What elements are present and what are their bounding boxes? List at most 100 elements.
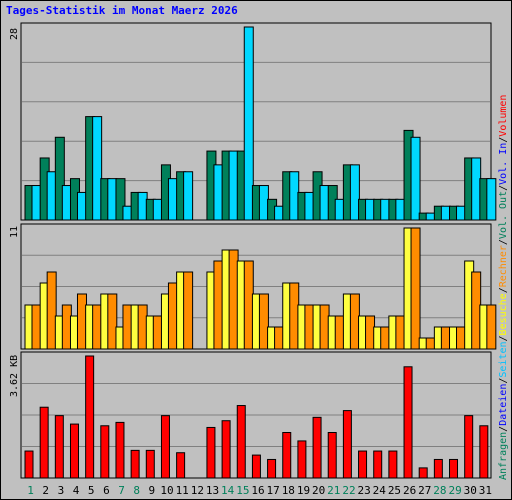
bar-rechner-31 [486,304,497,350]
bar-volumen-10 [160,415,170,479]
bar-volumen-8 [130,449,140,479]
bar-rechner-6 [107,293,118,350]
x-tick-label: 13 [206,484,219,497]
bar-rechner-24 [380,326,391,350]
bar-dateien-8 [137,191,148,221]
x-tick-label: 18 [282,484,295,497]
bar-dateien-1 [31,185,42,221]
x-tick-label: 5 [88,484,95,497]
bar-rechner-29 [456,326,467,350]
x-tick-label: 8 [133,484,140,497]
bar-dateien-19 [304,191,315,221]
bar-dateien-24 [380,198,391,221]
bar-dateien-30 [471,157,482,221]
legend-besuche: Besuche [498,293,509,336]
bar-volumen-9 [145,449,155,479]
x-tick-label: 7 [118,484,125,497]
bar-dateien-11 [183,171,194,221]
legend-vol-in: Vol. In [498,142,509,185]
bar-dateien-14 [228,150,239,221]
bar-volumen-5 [85,355,95,479]
bar-volumen-31 [479,425,489,479]
bar-rechner-8 [137,304,148,350]
bar-dateien-28 [440,205,451,221]
y-max-label-top: 28 [9,27,20,40]
bar-dateien-15 [243,26,254,221]
x-tick-label: 27 [418,484,431,497]
x-tick-label: 14 [221,484,235,497]
bar-volumen-27 [418,467,428,479]
bar-volumen-20 [312,416,322,479]
bar-volumen-19 [297,440,307,479]
bar-dateien-13 [213,164,224,221]
x-tick-label: 12 [191,484,204,497]
bar-rechner-14 [228,249,239,350]
x-tick-label: 10 [160,484,173,497]
bar-rechner-11 [183,271,194,350]
bar-dateien-7 [122,205,133,221]
x-tick-label: 26 [403,484,416,497]
x-tick-label: 16 [251,484,264,497]
bar-rechner-10 [167,282,178,350]
bar-volumen-22 [342,410,352,479]
bar-dateien-31 [486,178,497,221]
x-tick-label: 19 [297,484,310,497]
bar-rechner-7 [122,304,133,350]
y-max-label-bottom: 3.62 KB [9,354,20,397]
bar-rechner-21 [334,315,345,350]
bar-volumen-25 [388,450,398,479]
chart-title: Tages-Statistik im Monat Maerz 2026 [6,4,238,17]
legend-rechner: Rechner [498,245,509,288]
bar-volumen-28 [433,458,443,479]
bar-volumen-13 [206,426,216,479]
bar-dateien-23 [365,198,376,221]
bar-volumen-26 [403,366,413,479]
x-tick-label: 24 [373,484,387,497]
bar-rechner-18 [289,282,300,350]
bar-volumen-24 [373,450,383,479]
bar-rechner-26 [410,227,421,350]
bar-volumen-14 [221,420,231,479]
bar-rechner-22 [349,293,360,350]
bar-dateien-20 [319,185,330,221]
bar-rechner-19 [304,304,315,350]
bar-rechner-20 [319,304,330,350]
bar-rechner-30 [471,271,482,350]
bar-volumen-21 [327,432,337,479]
bar-dateien-9 [152,198,163,221]
x-tick-label: 4 [73,484,80,497]
bar-dateien-10 [167,178,178,221]
bar-dateien-16 [258,185,269,221]
bar-rechner-16 [258,293,269,350]
x-tick-label: 25 [388,484,401,497]
legend-vol-out: Vol. Out [498,190,509,240]
bar-volumen-4 [69,423,79,479]
x-tick-label: 31 [479,484,492,497]
bar-anfragen-7 [115,178,126,221]
bar-volumen-16 [251,454,261,479]
bar-rechner-4 [76,293,87,350]
legend-seiten: Seiten [498,341,509,378]
bar-volumen-15 [236,405,246,479]
legend-anfragen: Anfragen [498,431,509,480]
x-tick-label: 9 [149,484,156,497]
bar-volumen-29 [449,458,459,479]
x-tick-label: 15 [236,484,249,497]
x-tick-label: 29 [448,484,461,497]
x-tick-label: 28 [433,484,446,497]
x-tick-label: 22 [342,484,355,497]
x-tick-label: 6 [103,484,110,497]
bar-volumen-17 [267,458,277,479]
bar-volumen-18 [282,432,292,479]
bar-rechner-13 [213,260,224,350]
bar-dateien-21 [334,198,345,221]
bar-rechner-2 [46,271,57,350]
bar-volumen-30 [464,415,474,479]
legend-volumen: Volumen [498,94,509,137]
x-tick-label: 30 [464,484,477,497]
bar-dateien-27 [425,212,436,221]
bar-rechner-27 [425,337,436,350]
bar-rechner-1 [31,304,42,350]
bar-volumen-23 [358,450,368,479]
